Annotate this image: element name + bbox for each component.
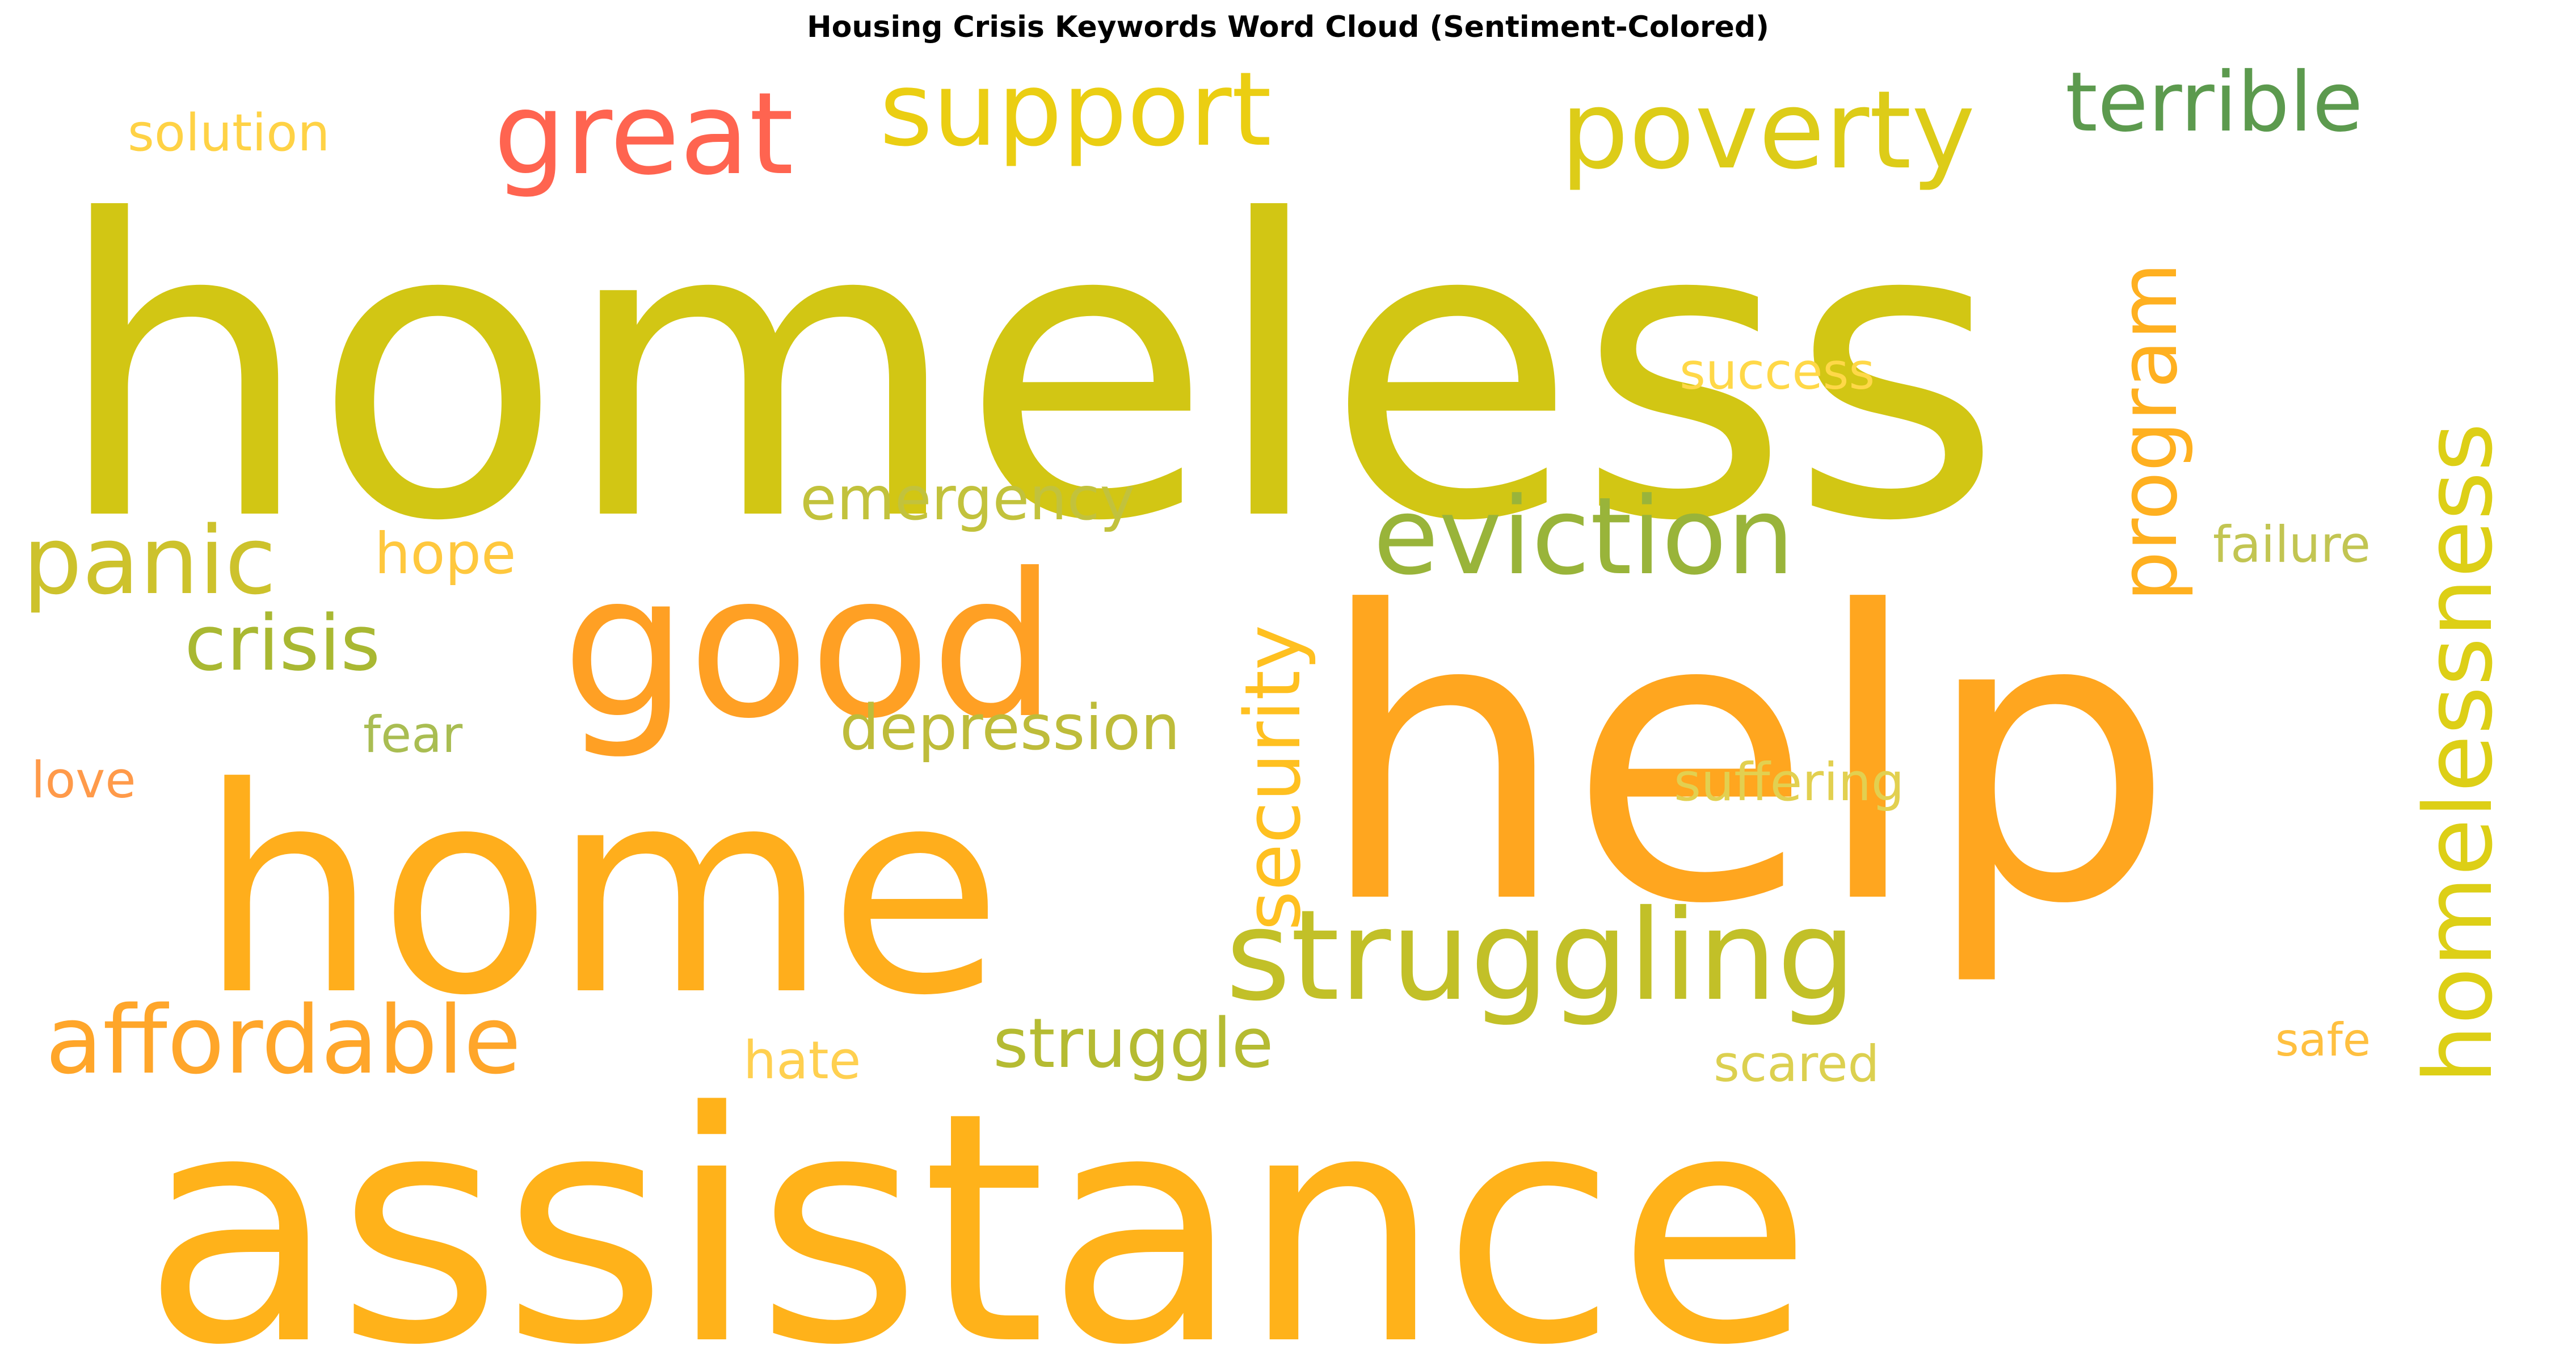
word-security: security bbox=[1228, 625, 1318, 931]
word-love: love bbox=[31, 751, 136, 809]
word-hope: hope bbox=[374, 520, 516, 587]
chart-title: Housing Crisis Keywords Word Cloud (Sent… bbox=[807, 10, 1769, 44]
word-struggling: struggling bbox=[1226, 883, 1856, 1028]
word-homeless: homeless bbox=[54, 134, 2002, 610]
word-success: success bbox=[1680, 342, 1875, 401]
word-hate: hate bbox=[743, 1030, 861, 1091]
word-help: help bbox=[1316, 528, 2175, 991]
word-scared: scared bbox=[1714, 1035, 1879, 1093]
word-struggle: struggle bbox=[993, 1004, 1273, 1083]
word-panic: panic bbox=[23, 506, 276, 615]
word-home: home bbox=[199, 727, 1003, 1057]
word-eviction: eviction bbox=[1373, 474, 1795, 599]
word-program: program bbox=[2103, 262, 2195, 602]
word-great: great bbox=[494, 68, 794, 200]
word-emergency: emergency bbox=[800, 464, 1135, 533]
word-failure: failure bbox=[2213, 515, 2371, 574]
word-support: support bbox=[879, 51, 1272, 169]
word-suffering: suffering bbox=[1674, 752, 1904, 813]
word-homelessness: homelessness bbox=[2404, 423, 2513, 1084]
word-fear: fear bbox=[363, 705, 463, 764]
word-good: good bbox=[562, 531, 1057, 762]
word-poverty: poverty bbox=[1560, 68, 1975, 193]
word-assistance: assistance bbox=[142, 1045, 1812, 1345]
word-terrible: terrible bbox=[2065, 54, 2363, 150]
word-affordable: affordable bbox=[45, 986, 521, 1095]
word-safe: safe bbox=[2275, 1014, 2371, 1066]
word-solution: solution bbox=[128, 103, 330, 163]
word-crisis: crisis bbox=[184, 599, 380, 688]
word-depression: depression bbox=[840, 691, 1180, 764]
